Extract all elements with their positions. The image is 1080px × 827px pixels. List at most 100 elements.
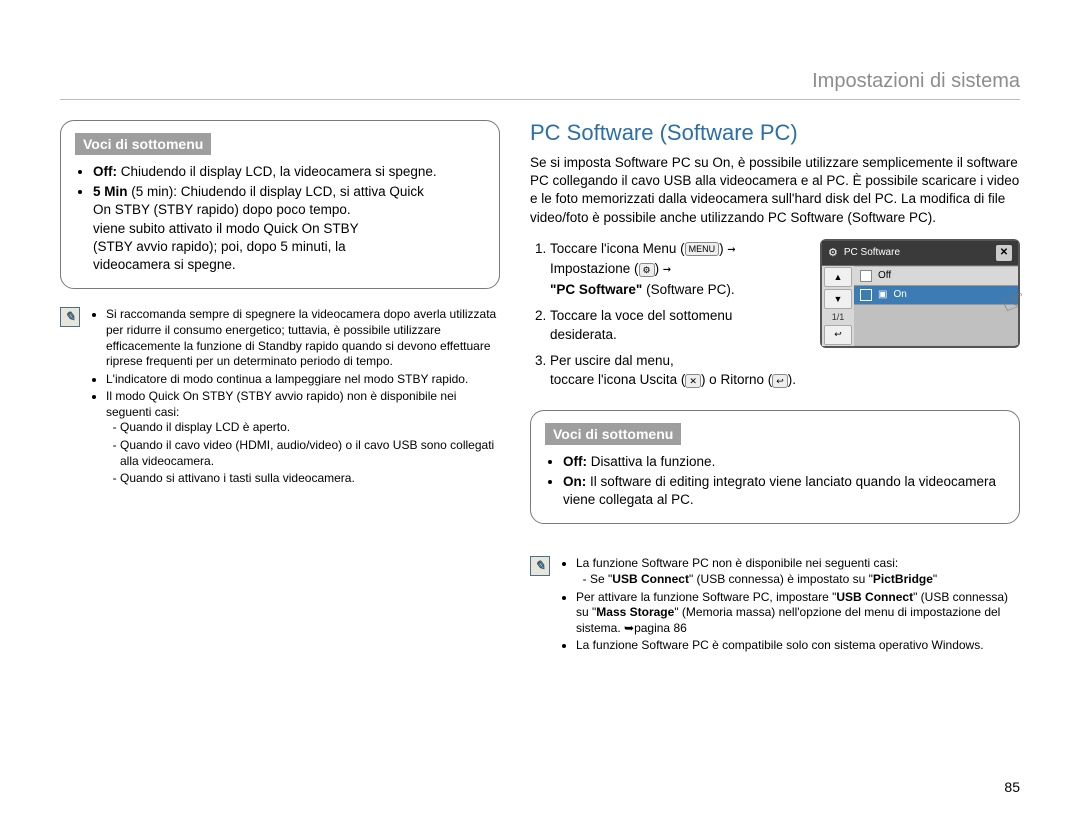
right-submenu-box: Voci di sottomenu Off: Disattiva la funz…	[530, 410, 1020, 525]
submenu-item-on: On: Il software di editing integrato vie…	[563, 473, 1005, 509]
s1d: PictBridge	[873, 572, 933, 586]
menu-on-label: On	[893, 289, 906, 300]
left-note: ✎ Si raccomanda sempre di spegnere la vi…	[60, 307, 500, 489]
left-note-s3: Quando si attivano i tasti sulla videoca…	[120, 471, 500, 487]
content-columns: Voci di sottomenu Off: Chiudendo il disp…	[60, 120, 1020, 656]
header-title: Impostazioni di sistema	[812, 70, 1020, 92]
right-note-content: La funzione Software PC non è disponibil…	[560, 556, 1020, 656]
left-submenu-box: Voci di sottomenu Off: Chiudendo il disp…	[60, 120, 500, 289]
arrow-icon: →	[663, 261, 671, 277]
off-text: Chiudendo il display LCD, la videocamera…	[117, 164, 437, 179]
min-l5: videocamera si spegne.	[93, 257, 236, 272]
min-label: 5 Min	[93, 184, 128, 199]
menu-off-label: Off	[878, 270, 891, 281]
s3c: ) o Ritorno (	[701, 372, 772, 387]
checkbox-icon	[860, 289, 872, 301]
steps-and-menu: Toccare l'icona Menu (MENU) → Impostazio…	[530, 239, 1020, 396]
min-l2: On STBY (STBY rapido) dopo poco tempo.	[93, 202, 351, 217]
left-submenu-list: Off: Chiudendo il display LCD, la videoc…	[75, 163, 485, 274]
submenu-heading: Voci di sottomenu	[545, 423, 681, 445]
manual-page: Impostazioni di sistema Voci di sottomen…	[60, 70, 1020, 797]
s3a: Per uscire dal menu,	[550, 353, 674, 368]
min-l4: (STBY avvio rapido); poi, dopo 5 minuti,…	[93, 239, 346, 254]
left-note-s1: Quando il display LCD è aperto.	[120, 420, 500, 436]
menu-close-button[interactable]: ✕	[996, 245, 1012, 261]
gear-icon: ⚙	[828, 246, 838, 259]
menu-down-button[interactable]: ▼	[824, 289, 852, 309]
note-icon: ✎	[60, 307, 80, 327]
on-text: Il software di editing integrato viene l…	[563, 474, 996, 507]
s1e: "	[933, 572, 937, 586]
s1c: " (USB connessa) è impostato su "	[689, 572, 873, 586]
menu-titlebar: ⚙ PC Software ✕	[822, 241, 1018, 266]
sd-icon: ▣	[878, 289, 887, 300]
section-title: PC Software (Software PC)	[530, 120, 1020, 146]
s1c: Impostazione (	[550, 261, 639, 276]
menu-back-button[interactable]: ↩	[824, 325, 852, 345]
b2f: ➥pagina 86	[624, 621, 687, 635]
s1b: USB Connect	[612, 572, 689, 586]
close-icon: ✕	[685, 374, 701, 388]
b2a: Per attivare la funzione Software PC, im…	[576, 590, 836, 604]
submenu-heading: Voci di sottomenu	[75, 133, 211, 155]
s3d: ).	[788, 372, 796, 387]
page-header: Impostazioni di sistema	[60, 70, 1020, 100]
menu-icon: MENU	[685, 242, 720, 256]
off-label: Off:	[563, 454, 587, 469]
left-note-b3-text: Il modo Quick On STBY (STBY avvio rapido…	[106, 389, 456, 419]
min-l1: Chiudendo il display LCD, si attiva Quic…	[177, 184, 424, 199]
right-column: PC Software (Software PC) Se si imposta …	[530, 120, 1020, 656]
gear-icon: ⚙	[639, 263, 655, 277]
menu-body: ▲ ▼ 1/1 ↩ Off ▣	[822, 266, 1018, 346]
s1a: Toccare l'icona Menu (	[550, 241, 685, 256]
submenu-item-5min: 5 Min (5 min): Chiudendo il display LCD,…	[93, 183, 485, 274]
s1e-rest: (Software PC).	[642, 282, 734, 297]
left-column: Voci di sottomenu Off: Chiudendo il disp…	[60, 120, 500, 656]
left-note-b1: Si raccomanda sempre di spegnere la vide…	[106, 307, 500, 369]
return-icon: ↩	[772, 374, 788, 388]
checkbox-icon	[860, 270, 872, 282]
right-note: ✎ La funzione Software PC non è disponib…	[530, 556, 1020, 656]
right-submenu-list: Off: Disattiva la funzione. On: Il softw…	[545, 453, 1005, 510]
off-text: Disattiva la funzione.	[587, 454, 715, 469]
arrow-icon: →	[727, 241, 735, 257]
note-icon: ✎	[530, 556, 550, 576]
left-note-s2: Quando il cavo video (HDMI, audio/video)…	[120, 438, 500, 469]
s1a: Se "	[590, 572, 612, 586]
menu-left-buttons: ▲ ▼ 1/1 ↩	[822, 266, 854, 346]
menu-title: PC Software	[844, 247, 900, 258]
page-number: 85	[1004, 779, 1020, 795]
steps-list: Toccare l'icona Menu (MENU) → Impostazio…	[530, 239, 796, 390]
submenu-item-off: Off: Chiudendo il display LCD, la videoc…	[93, 163, 485, 181]
step-3: Per uscire dal menu, toccare l'icona Usc…	[550, 351, 796, 390]
submenu-item-off: Off: Disattiva la funzione.	[563, 453, 1005, 471]
menu-page-indicator: 1/1	[832, 310, 845, 324]
right-note-b3: La funzione Software PC è compatibile so…	[576, 638, 1020, 654]
intro-text: Se si imposta Software PC su On, è possi…	[530, 154, 1020, 227]
right-note-b1: La funzione Software PC non è disponibil…	[576, 556, 1020, 587]
s1e-bold: "PC Software"	[550, 282, 642, 297]
right-note-s1: Se "USB Connect" (USB connessa) è impost…	[590, 572, 1020, 588]
rnb1-text: La funzione Software PC non è disponibil…	[576, 556, 898, 570]
menu-options: Off ▣ On	[854, 267, 1018, 345]
menu-item-off[interactable]: Off	[854, 267, 1018, 286]
right-note-b2: Per attivare la funzione Software PC, im…	[576, 590, 1020, 637]
s3b: toccare l'icona Uscita (	[550, 372, 685, 387]
min-l3: viene subito attivato il modo Quick On S…	[93, 221, 359, 236]
pc-software-menu: ⚙ PC Software ✕ ▲ ▼ 1/1 ↩	[820, 239, 1020, 348]
step-2: Toccare la voce del sottomenu desiderata…	[550, 306, 796, 345]
min-paren: (5 min):	[128, 184, 178, 199]
left-note-b2: L'indicatore di modo continua a lampeggi…	[106, 372, 500, 388]
s1d: )	[655, 261, 663, 276]
steps-column: Toccare l'icona Menu (MENU) → Impostazio…	[530, 239, 796, 396]
step-1: Toccare l'icona Menu (MENU) → Impostazio…	[550, 239, 796, 300]
menu-item-on[interactable]: ▣ On	[854, 286, 1018, 305]
b2b: USB Connect	[836, 590, 913, 604]
b2d: Mass Storage	[596, 605, 674, 619]
left-note-b3: Il modo Quick On STBY (STBY avvio rapido…	[106, 389, 500, 487]
menu-up-button[interactable]: ▲	[824, 267, 852, 287]
left-note-content: Si raccomanda sempre di spegnere la vide…	[90, 307, 500, 489]
off-label: Off:	[93, 164, 117, 179]
on-label: On:	[563, 474, 586, 489]
menu-empty	[854, 305, 1018, 345]
